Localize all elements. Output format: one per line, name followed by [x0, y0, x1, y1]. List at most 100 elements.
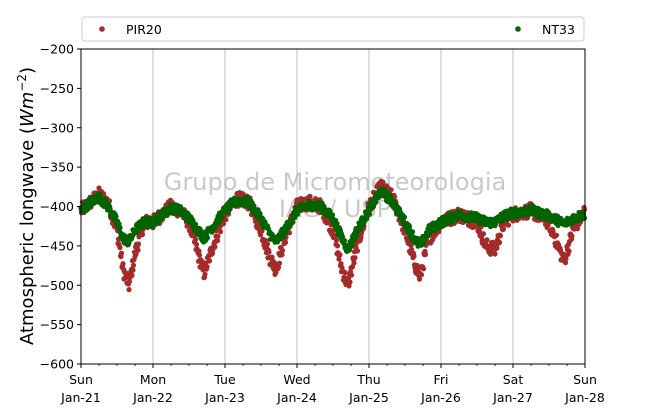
data-point [380, 179, 386, 185]
x-tick-label-day: Sat [503, 372, 524, 387]
x-tick-label-day: Thu [356, 372, 380, 387]
series-nt33 [78, 186, 588, 254]
x-tick-label-day: Sun [69, 372, 93, 387]
data-point [563, 256, 569, 262]
data-point [339, 234, 346, 240]
data-point [130, 262, 137, 268]
data-point [406, 224, 413, 230]
data-point [296, 208, 303, 214]
y-tick-label: −250 [40, 81, 74, 96]
data-point [334, 243, 341, 249]
data-point [214, 238, 221, 244]
y-tick-label: −400 [40, 199, 74, 214]
data-point [562, 260, 569, 266]
data-point [409, 229, 416, 235]
x-tick-label-day: Fri [434, 372, 449, 387]
data-point [135, 241, 142, 247]
data-point [574, 226, 581, 232]
data-point [391, 194, 398, 200]
data-point [257, 232, 264, 238]
data-point [97, 192, 104, 198]
data-point [130, 267, 136, 273]
data-point [387, 193, 394, 199]
data-point [341, 238, 348, 244]
data-point [351, 260, 357, 266]
data-point [126, 287, 132, 293]
x-tick-label-date: Jan-21 [60, 390, 101, 405]
data-point [347, 279, 353, 285]
legend-marker-pir20 [99, 26, 105, 32]
x-tick-label-date: Jan-22 [132, 390, 173, 405]
data-point [342, 269, 348, 276]
data-point [505, 222, 512, 228]
y-tick-label: −200 [40, 42, 74, 57]
data-point [279, 248, 286, 254]
data-point [113, 214, 119, 220]
data-point [276, 260, 283, 266]
data-point [553, 232, 560, 238]
data-point [275, 264, 282, 270]
data-point [388, 187, 394, 193]
legend-label-pir20: PIR20 [126, 22, 162, 37]
data-point [204, 235, 211, 241]
data-point [352, 255, 358, 261]
data-point [366, 211, 373, 217]
data-point [358, 234, 364, 240]
x-tick-label-day: Mon [140, 372, 166, 387]
data-point [333, 237, 340, 243]
data-point [266, 249, 272, 255]
watermark-line-1: Grupo de Micrometeorologia [164, 168, 506, 196]
x-tick-label-date: Jan-27 [492, 390, 533, 405]
x-tick-label-day: Wed [283, 372, 310, 387]
data-point [204, 264, 210, 270]
legend-box [81, 16, 585, 42]
data-point [257, 211, 263, 217]
x-tick-label-day: Sun [573, 372, 597, 387]
data-point [217, 229, 224, 235]
data-point [357, 226, 364, 232]
data-point [416, 276, 423, 282]
data-point [193, 241, 200, 248]
data-point [484, 237, 490, 243]
data-point [338, 261, 344, 267]
data-point [408, 243, 414, 249]
data-point [336, 256, 342, 262]
x-axis: Sun Jan-21 Mon Jan-22 Tue Jan-23 Wed Jan-24 Thu J… [60, 364, 605, 405]
data-point [177, 204, 184, 210]
data-point [139, 231, 146, 238]
data-point [497, 233, 504, 239]
data-point [373, 199, 379, 205]
data-point [566, 248, 572, 254]
data-point [401, 214, 408, 220]
data-point [227, 205, 233, 211]
data-point [354, 248, 361, 254]
x-tick-label-date: Jan-28 [564, 390, 605, 405]
y-axis: −200 −250 −300 −350 −400 −450 −500 −550 −600 [40, 42, 81, 372]
data-point [420, 266, 427, 272]
x-tick-label-date: Jan-26 [420, 390, 461, 405]
data-point [569, 233, 575, 239]
data-point [117, 224, 123, 231]
y-tick-label: −500 [40, 278, 74, 293]
data-point [196, 248, 202, 254]
data-point [212, 244, 218, 250]
y-tick-label: −300 [40, 120, 74, 135]
data-point [494, 245, 500, 251]
x-tick-label-date: Jan-23 [204, 390, 245, 405]
data-point [202, 271, 208, 277]
data-point [348, 272, 355, 278]
data-point [279, 252, 285, 258]
data-point [129, 272, 135, 278]
y-tick-label: −600 [40, 357, 74, 372]
data-point [206, 258, 213, 264]
data-point [327, 208, 333, 214]
data-point [192, 236, 199, 242]
data-point [264, 241, 271, 247]
data-point [480, 231, 487, 237]
x-tick-label-date: Jan-25 [348, 390, 389, 405]
data-point [492, 251, 498, 257]
y-tick-label: −550 [40, 317, 74, 332]
data-point [418, 272, 425, 278]
data-point [500, 226, 507, 232]
